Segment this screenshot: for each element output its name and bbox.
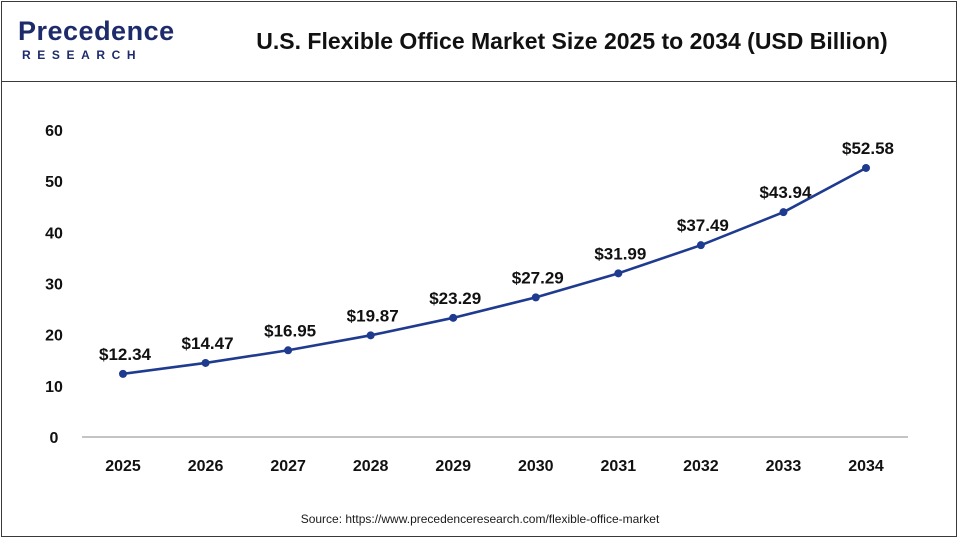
x-tick-label: 2026 bbox=[188, 458, 224, 475]
series-line bbox=[122, 166, 867, 376]
x-tick-label: 2027 bbox=[270, 458, 306, 475]
data-point bbox=[201, 358, 210, 367]
x-tick-label: 2033 bbox=[766, 458, 802, 475]
x-tick-label: 2029 bbox=[435, 458, 471, 475]
series-group bbox=[119, 163, 870, 378]
source-note: Source: https://www.precedenceresearch.c… bbox=[300, 512, 660, 526]
data-point bbox=[614, 269, 623, 278]
data-label: $12.34 bbox=[99, 345, 152, 364]
x-tick-label: 2025 bbox=[105, 458, 141, 475]
data-label: $19.87 bbox=[347, 306, 399, 325]
y-tick-label: 40 bbox=[45, 225, 63, 242]
x-tick-label: 2031 bbox=[601, 458, 637, 475]
data-point bbox=[119, 369, 127, 378]
y-tick-label: 50 bbox=[45, 174, 63, 191]
logo-wordmark: Precedence bbox=[18, 16, 175, 46]
y-tick-label: 20 bbox=[45, 328, 63, 345]
x-tick-label: 2028 bbox=[353, 458, 389, 475]
data-label: $43.94 bbox=[759, 183, 812, 202]
chart-area: 0 10 20 30 40 50 60 2025 2026 2027 2028 2029 2030 20… bbox=[2, 82, 958, 538]
data-point bbox=[449, 313, 458, 322]
data-label: $31.99 bbox=[594, 244, 646, 263]
data-labels: $12.34 $14.47 $16.95 $19.87 $23.29 $27.29 $31.… bbox=[99, 139, 894, 364]
chart-title: U.S. Flexible Office Market Size 2025 to… bbox=[256, 28, 888, 54]
data-label: $14.47 bbox=[182, 334, 234, 353]
x-axis: 2025 2026 2027 2028 2029 2030 2031 2032 2033 2034 bbox=[82, 436, 908, 475]
y-tick-label: 60 bbox=[45, 123, 63, 140]
data-label: $16.95 bbox=[264, 321, 316, 340]
data-point bbox=[862, 163, 870, 172]
y-tick-label: 10 bbox=[45, 379, 63, 396]
y-tick-label: 30 bbox=[45, 277, 63, 294]
data-point bbox=[284, 346, 293, 355]
header-bar: Precedence RESEARCH U.S. Flexible Office… bbox=[2, 2, 956, 82]
data-label: $23.29 bbox=[429, 289, 481, 308]
brand-logo: Precedence RESEARCH bbox=[18, 16, 174, 66]
data-point bbox=[779, 208, 788, 217]
x-tick-label: 2030 bbox=[518, 458, 554, 475]
data-label: $52.58 bbox=[842, 139, 894, 158]
data-label: $27.29 bbox=[512, 268, 564, 287]
data-point bbox=[696, 241, 705, 250]
x-tick-label: 2034 bbox=[848, 458, 884, 475]
x-tick-label: 2032 bbox=[683, 458, 719, 475]
data-point bbox=[366, 331, 375, 340]
y-axis: 0 10 20 30 40 50 60 bbox=[45, 123, 63, 447]
data-label: $37.49 bbox=[677, 216, 729, 235]
data-point bbox=[531, 293, 540, 302]
logo-subtext: RESEARCH bbox=[22, 48, 143, 62]
y-tick-label: 0 bbox=[50, 430, 59, 447]
